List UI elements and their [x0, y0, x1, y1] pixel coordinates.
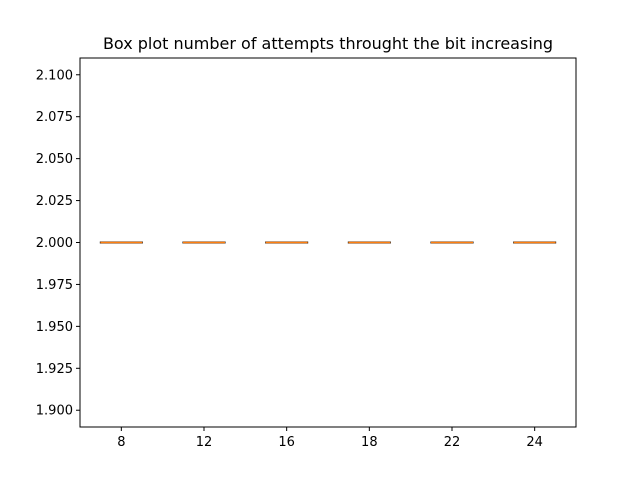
y-tick-label: 1.900 [36, 404, 73, 419]
y-tick-label: 2.050 [36, 152, 73, 167]
box-8 [99, 241, 143, 244]
y-tick-label: 2.025 [36, 194, 73, 209]
x-tick-label: 12 [196, 435, 213, 450]
y-tick-label: 1.950 [36, 320, 73, 335]
chart-title: Box plot number of attempts throught the… [103, 34, 553, 53]
x-axis: 8 12 16 18 22 24 [117, 427, 543, 450]
y-axis: 1.900 1.925 1.950 1.975 2.000 2.025 2.050 2.075… [36, 68, 80, 419]
y-tick-label: 1.975 [36, 278, 73, 293]
x-tick-label: 22 [444, 435, 461, 450]
boxes [99, 241, 557, 244]
box-24 [513, 241, 557, 244]
x-tick-label: 24 [526, 435, 543, 450]
x-tick-label: 16 [278, 435, 295, 450]
y-tick-label: 1.925 [36, 362, 73, 377]
box-22 [430, 241, 474, 244]
plot-frame [79, 57, 577, 428]
y-tick-label: 2.000 [36, 236, 73, 251]
y-tick-label: 2.100 [36, 68, 73, 83]
x-tick-label: 18 [361, 435, 378, 450]
box-12 [182, 241, 226, 244]
y-tick-label: 2.075 [36, 110, 73, 125]
box-18 [347, 241, 391, 244]
x-tick-label: 8 [117, 435, 125, 450]
box-16 [265, 241, 309, 244]
